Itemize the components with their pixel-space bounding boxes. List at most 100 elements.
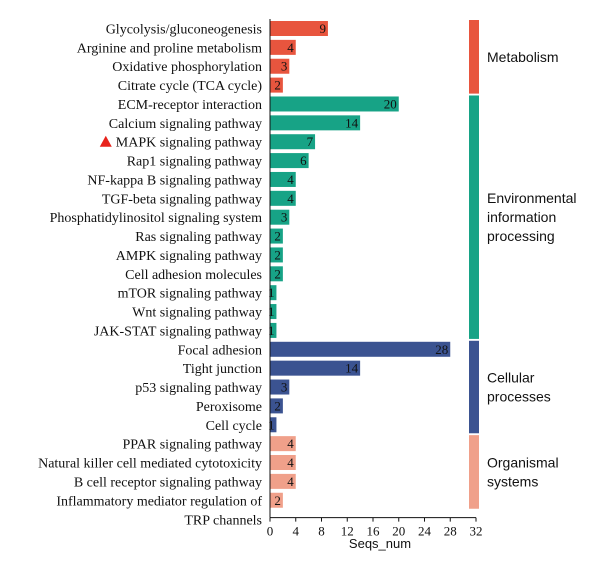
category-label-line: Inflammatory mediator regulation of [56,494,262,509]
x-tick-label: 0 [267,524,274,539]
bar [270,209,290,225]
bar [270,360,361,376]
data-label: 1 [268,417,275,432]
group-label-line: systems [487,473,538,489]
category-label: Citrate cycle (TCA cycle) [118,79,263,94]
bar [270,322,277,338]
category-label: p53 signaling pathway [135,381,262,396]
data-label: 1 [268,304,275,319]
category-label: MAPK signaling pathway [116,136,262,151]
category-label: Peroxisome [196,400,262,415]
data-label: 9 [319,21,326,36]
data-label: 3 [281,380,288,395]
category-label: TGF-beta signaling pathway [102,192,262,207]
x-axis: 0 4 8 12 16 20 24 28 32 [267,19,483,539]
data-label: 2 [274,398,281,413]
bar [270,39,296,55]
category-label: Phosphatidylinositol signaling system [50,211,262,226]
category-label: JAK-STAT signaling pathway [94,324,262,339]
data-label: 4 [287,436,294,451]
group-label-line: information [487,209,556,225]
bar [270,228,283,244]
bar [270,96,399,112]
x-tick-label: 20 [392,524,405,539]
data-label: 20 [384,96,397,111]
data-label: 3 [281,210,288,225]
group-label-line: Environmental [487,190,577,206]
bar [270,492,283,508]
group-label: Environmental information processing [487,190,577,244]
data-label: 2 [274,493,281,508]
group-label-line: processes [487,389,551,405]
data-label: 4 [287,172,294,187]
category-labels: Glycolysis/gluconeogenesis Arginine and p… [38,23,262,529]
data-label: 6 [300,153,307,168]
bar [270,77,283,93]
data-label: 4 [287,455,294,470]
bar [270,115,361,131]
bar [270,436,296,452]
group-label-line: Metabolism [487,49,559,65]
category-label: Ras signaling pathway [135,230,262,245]
group-label-line: processing [487,228,555,244]
bar [270,21,328,36]
bar [270,134,316,150]
group-label: Metabolism [487,49,559,65]
category-label-line: TRP channels [184,513,262,528]
bar [270,304,277,320]
x-tick-label: 28 [444,524,457,539]
category-label: Calcium signaling pathway [109,117,262,132]
x-tick-label: 24 [418,524,432,539]
bar [270,266,283,282]
bar [270,285,277,301]
category-label: mTOR signaling pathway [118,287,262,302]
data-label: 2 [274,78,281,93]
triangle-icon [99,135,112,147]
data-label: 7 [307,134,314,149]
x-tick-label: 4 [293,524,300,539]
data-label: 2 [274,229,281,244]
data-label: 1 [268,285,275,300]
data-label: 1 [268,323,275,338]
bar [270,190,296,206]
category-label: Focal adhesion [178,343,262,358]
data-label: 14 [345,361,359,376]
category-label: PPAR signaling pathway [123,438,263,453]
category-label: Arginine and proline metabolism [77,41,262,56]
data-label: 3 [281,59,288,74]
category-label: NF-kappa B signaling pathway [87,173,262,188]
category-label: Tight junction [183,362,262,377]
group-strip [469,95,479,339]
category-label: Inflammatory mediator regulation of TRP c… [56,494,262,528]
bar [270,473,296,489]
group-strip [469,20,479,94]
bar [270,417,277,433]
category-label: ECM-receptor interaction [118,98,262,113]
group-label: Cellular processes [487,370,551,405]
data-label: 4 [287,40,294,55]
group-label-line: Cellular [487,370,535,386]
data-label: 2 [274,266,281,281]
category-label: Cell adhesion molecules [125,268,262,283]
group-strips: Metabolism Environmental information proces… [469,20,577,509]
bar [270,398,283,414]
group-strip [469,435,479,509]
data-label: 4 [287,191,294,206]
data-label: 2 [274,247,281,262]
category-label: B cell receptor signaling pathway [74,475,262,490]
x-tick-label: 32 [470,524,483,539]
bar [270,455,296,471]
data-label: 14 [345,115,359,130]
bar [270,58,290,74]
x-tick-label: 16 [367,524,381,539]
data-label: 28 [435,342,448,357]
group-label-line: Organismal [487,454,559,470]
x-tick-label: 8 [318,524,325,539]
x-axis-label: Seqs_num [349,536,411,551]
bar [270,379,290,395]
group-label: Organismal systems [487,454,559,489]
category-label: Glycolysis/gluconeogenesis [106,23,262,38]
bar [270,341,451,357]
